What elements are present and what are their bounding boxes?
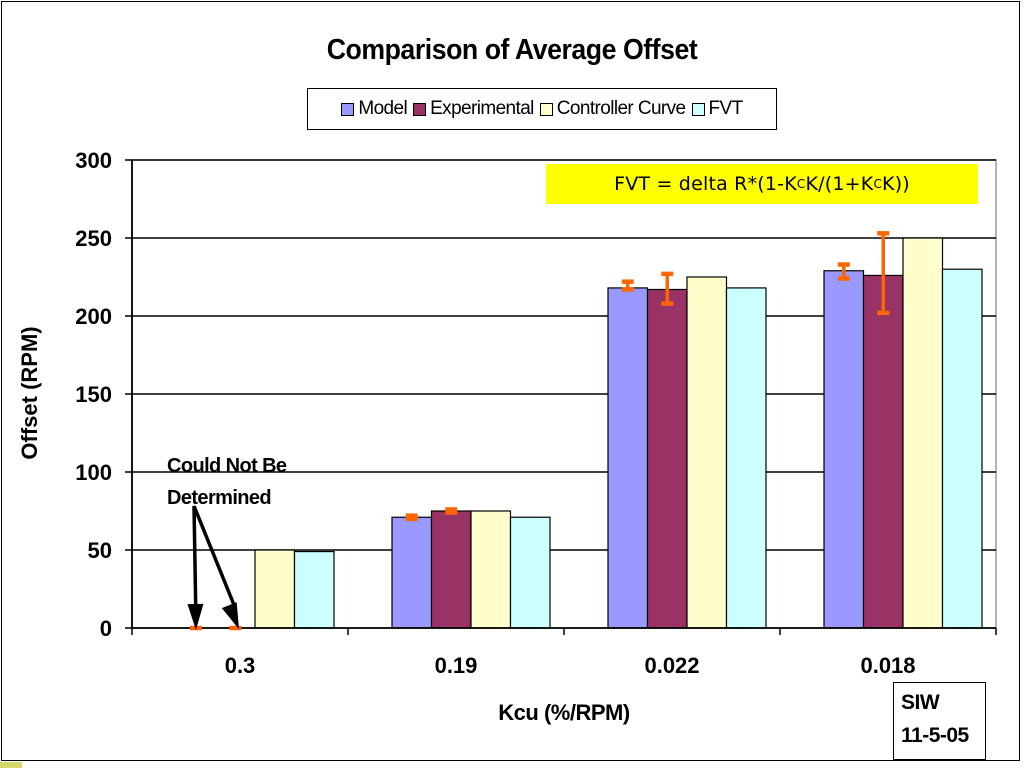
bar-experimental xyxy=(862,274,904,629)
legend-item-fvt: FVT xyxy=(691,98,744,120)
legend-label-model: Model xyxy=(358,98,408,119)
bar-fvt xyxy=(293,550,335,629)
bar-controller-curve xyxy=(902,237,944,629)
y-tick-label: 150 xyxy=(75,382,112,407)
y-tick-label: 100 xyxy=(75,460,112,485)
x-axis-label: Kcu (%/RPM) xyxy=(498,700,630,725)
bar-controller-curve xyxy=(686,276,728,629)
annotation-arrow-shaft xyxy=(192,505,237,609)
formula-prefix: FVT = delta R*(1-K xyxy=(614,173,797,195)
bar-controller-curve xyxy=(254,549,296,629)
annotation-arrow-head xyxy=(221,602,239,630)
legend-swatch-experimental xyxy=(413,102,427,116)
annotation-arrow-shaft xyxy=(192,505,198,609)
legend-item-model: Model xyxy=(341,98,408,120)
y-tick-label: 200 xyxy=(75,304,112,329)
bar-experimental xyxy=(646,288,688,629)
y-tick-label: 250 xyxy=(75,226,112,251)
bar-controller-curve xyxy=(470,510,512,629)
x-tick-label: 0.19 xyxy=(435,653,478,678)
signature-line-2: 11-5-05 xyxy=(901,724,969,747)
y-tick-label: 50 xyxy=(88,538,112,563)
bar-model xyxy=(823,270,865,629)
x-tick-label: 0.022 xyxy=(644,653,699,678)
annotation-line-2: Determined xyxy=(167,487,272,509)
legend-swatch-controller-curve xyxy=(539,102,553,116)
legend-label-experimental: Experimental xyxy=(430,98,534,119)
x-tick-label: 0.018 xyxy=(860,653,915,678)
y-tick-label: 300 xyxy=(75,148,112,173)
annotation-arrow-head xyxy=(187,603,204,630)
annotation-line-1: Could Not Be xyxy=(167,455,287,477)
bar-fvt xyxy=(509,516,551,629)
legend: Model Experimental Controller Curve FVT xyxy=(307,88,777,130)
legend-swatch-fvt xyxy=(691,102,705,116)
signature-line-1: SIW xyxy=(901,691,940,714)
legend-label-controller-curve: Controller Curve xyxy=(556,98,686,119)
y-tick-label: 0 xyxy=(100,616,112,641)
legend-item-controller-curve: Controller Curve xyxy=(539,98,686,120)
formula-box: FVT = delta R*(1-K C K/(1+K C K)) xyxy=(546,164,978,204)
bar-experimental xyxy=(430,510,472,629)
chart-title: Comparison of Average Offset xyxy=(326,34,698,66)
legend-label-fvt: FVT xyxy=(708,98,744,119)
bar-fvt xyxy=(941,268,983,629)
formula-sub-2: C xyxy=(873,177,883,191)
annotation-text: Could Not Be Determined xyxy=(167,450,287,514)
legend-item-experimental: Experimental xyxy=(413,98,534,120)
x-tick-label: 0.3 xyxy=(225,653,256,678)
y-axis-label: Offset (RPM) xyxy=(17,326,42,460)
formula-sub-1: C xyxy=(796,177,806,191)
formula-suffix: K)) xyxy=(882,173,910,195)
corner-mark xyxy=(0,762,22,768)
bar-fvt xyxy=(725,287,767,629)
bar-model xyxy=(607,287,649,629)
formula-mid: K/(1+K xyxy=(805,173,874,195)
legend-swatch-model xyxy=(341,102,355,116)
signature-box: SIW 11-5-05 xyxy=(893,682,986,760)
bar-model xyxy=(391,516,433,629)
